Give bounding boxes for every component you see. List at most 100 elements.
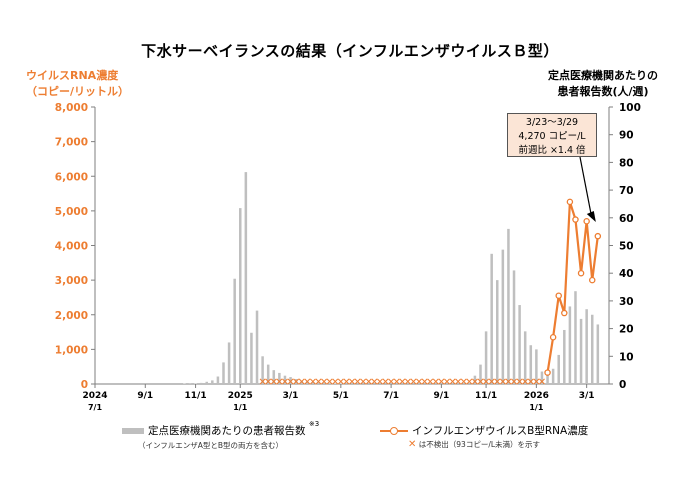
patient-report-bar	[473, 375, 477, 384]
patient-report-bar	[261, 356, 264, 384]
non-detect-marker	[298, 378, 305, 385]
non-detect-marker	[270, 378, 277, 385]
non-detect-stroke	[287, 378, 294, 385]
non-detect-stroke	[438, 378, 445, 385]
non-detect-stroke	[332, 378, 339, 385]
rna-point	[572, 216, 579, 223]
non-detect-stroke	[371, 378, 378, 385]
right-tick-label: 90	[619, 130, 634, 142]
nondetect-x-icon: ✕	[408, 439, 417, 450]
right-tick-label: 100	[619, 102, 641, 114]
non-detect-stroke	[533, 378, 540, 385]
non-detect-stroke	[449, 378, 456, 385]
non-detect-stroke	[522, 378, 529, 385]
non-detect-stroke	[471, 378, 478, 385]
rna-point	[588, 276, 596, 284]
patient-report-bar	[272, 370, 276, 384]
non-detect-stroke	[477, 378, 484, 385]
non-detect-stroke	[460, 378, 467, 385]
non-detect-stroke	[399, 378, 406, 385]
non-detect-marker	[471, 378, 478, 385]
right-tick-label: 60	[619, 213, 634, 225]
callout-arrow	[579, 156, 593, 219]
patient-report-bar	[233, 278, 236, 384]
non-detect-stroke	[416, 378, 422, 385]
non-detect-stroke	[488, 378, 495, 385]
non-detect-stroke	[421, 378, 428, 385]
right-tick-label: 10	[619, 351, 634, 363]
non-detect-stroke	[455, 378, 462, 385]
left-tick-label: 2,000	[55, 310, 88, 322]
callout-arrow-head	[586, 211, 596, 222]
non-detect-marker	[304, 378, 311, 385]
non-detect-marker	[276, 378, 283, 385]
non-detect-stroke	[427, 378, 434, 385]
non-detect-stroke	[527, 378, 534, 385]
rna-point	[555, 292, 562, 299]
patient-report-bar	[244, 172, 248, 384]
non-detect-marker	[499, 378, 506, 385]
non-detect-marker	[326, 378, 333, 385]
non-detect-marker	[466, 378, 473, 385]
non-detect-marker	[404, 378, 411, 385]
patient-report-bar	[250, 332, 253, 384]
patient-report-bar	[222, 362, 225, 384]
patient-report-bar	[255, 310, 259, 384]
non-detect-marker	[438, 378, 445, 385]
x-tick-label: 9/1	[137, 391, 153, 401]
non-detect-marker	[309, 378, 316, 385]
non-detect-stroke	[499, 378, 506, 385]
rna-point	[544, 369, 551, 376]
x-tick-label: 2024	[82, 391, 107, 401]
non-detect-marker	[332, 378, 339, 385]
patient-report-bar	[523, 331, 527, 384]
rna-point	[594, 232, 602, 240]
non-detect-stroke	[539, 378, 545, 385]
non-detect-marker	[449, 378, 456, 385]
patient-report-bar	[183, 383, 186, 384]
legend-line: インフルエンザウイルスB型RNA濃度	[380, 423, 588, 438]
patient-report-bar	[283, 375, 287, 384]
non-detect-marker	[293, 378, 300, 385]
rna-point	[549, 334, 557, 341]
left-axis-title-line1: ウイルスRNA濃度	[26, 69, 119, 82]
non-detect-marker	[460, 378, 467, 385]
right-tick-label: 80	[619, 157, 634, 169]
non-detect-stroke	[432, 378, 439, 385]
callout-period: 3/23～3/29	[525, 117, 579, 128]
non-detect-layer	[259, 378, 545, 385]
non-detect-marker	[539, 378, 545, 385]
non-detect-stroke	[265, 378, 272, 385]
right-axis-title: 定点医療機関あたりの 患者報告数(人/週)	[548, 68, 658, 100]
patient-report-bar	[574, 291, 577, 384]
patient-report-bar	[490, 253, 493, 384]
patient-report-bar	[199, 382, 203, 384]
non-detect-marker	[511, 378, 517, 385]
x-tick-label: 2026	[524, 391, 549, 401]
patient-report-bar	[328, 383, 331, 384]
patient-report-bar	[590, 314, 594, 384]
chart-title: 下水サーベイランスの結果（インフルエンザウイルスＢ型）	[141, 42, 559, 60]
left-tick-label: 8,000	[55, 102, 88, 114]
patient-report-bar	[546, 371, 549, 384]
patient-report-bar	[306, 381, 309, 384]
legend-line-label: インフルエンザウイルスB型RNA濃度	[412, 425, 589, 437]
non-detect-stroke	[505, 378, 512, 385]
patient-report-bar	[266, 364, 270, 384]
non-detect-stroke	[321, 378, 328, 385]
legend-bars: 定点医療機関あたりの患者報告数 ※3	[122, 420, 319, 438]
patient-report-bar	[518, 305, 521, 384]
non-detect-stroke	[376, 378, 383, 385]
legend-nondetect-note: ✕ は不検出（93コピー/L未満）を示す	[408, 439, 540, 450]
non-detect-marker	[516, 378, 523, 385]
non-detect-stroke	[259, 378, 266, 385]
rna-point	[577, 269, 585, 277]
left-tick-label: 1,000	[55, 344, 88, 356]
non-detect-marker	[265, 378, 272, 385]
right-tick-label: 20	[619, 324, 634, 336]
non-detect-stroke	[516, 378, 523, 385]
non-detect-marker	[382, 378, 389, 385]
patient-report-bar	[501, 249, 505, 384]
patient-report-bar	[551, 368, 555, 384]
left-axis-title: ウイルスRNA濃度 （コピー/リットル）	[26, 68, 129, 100]
